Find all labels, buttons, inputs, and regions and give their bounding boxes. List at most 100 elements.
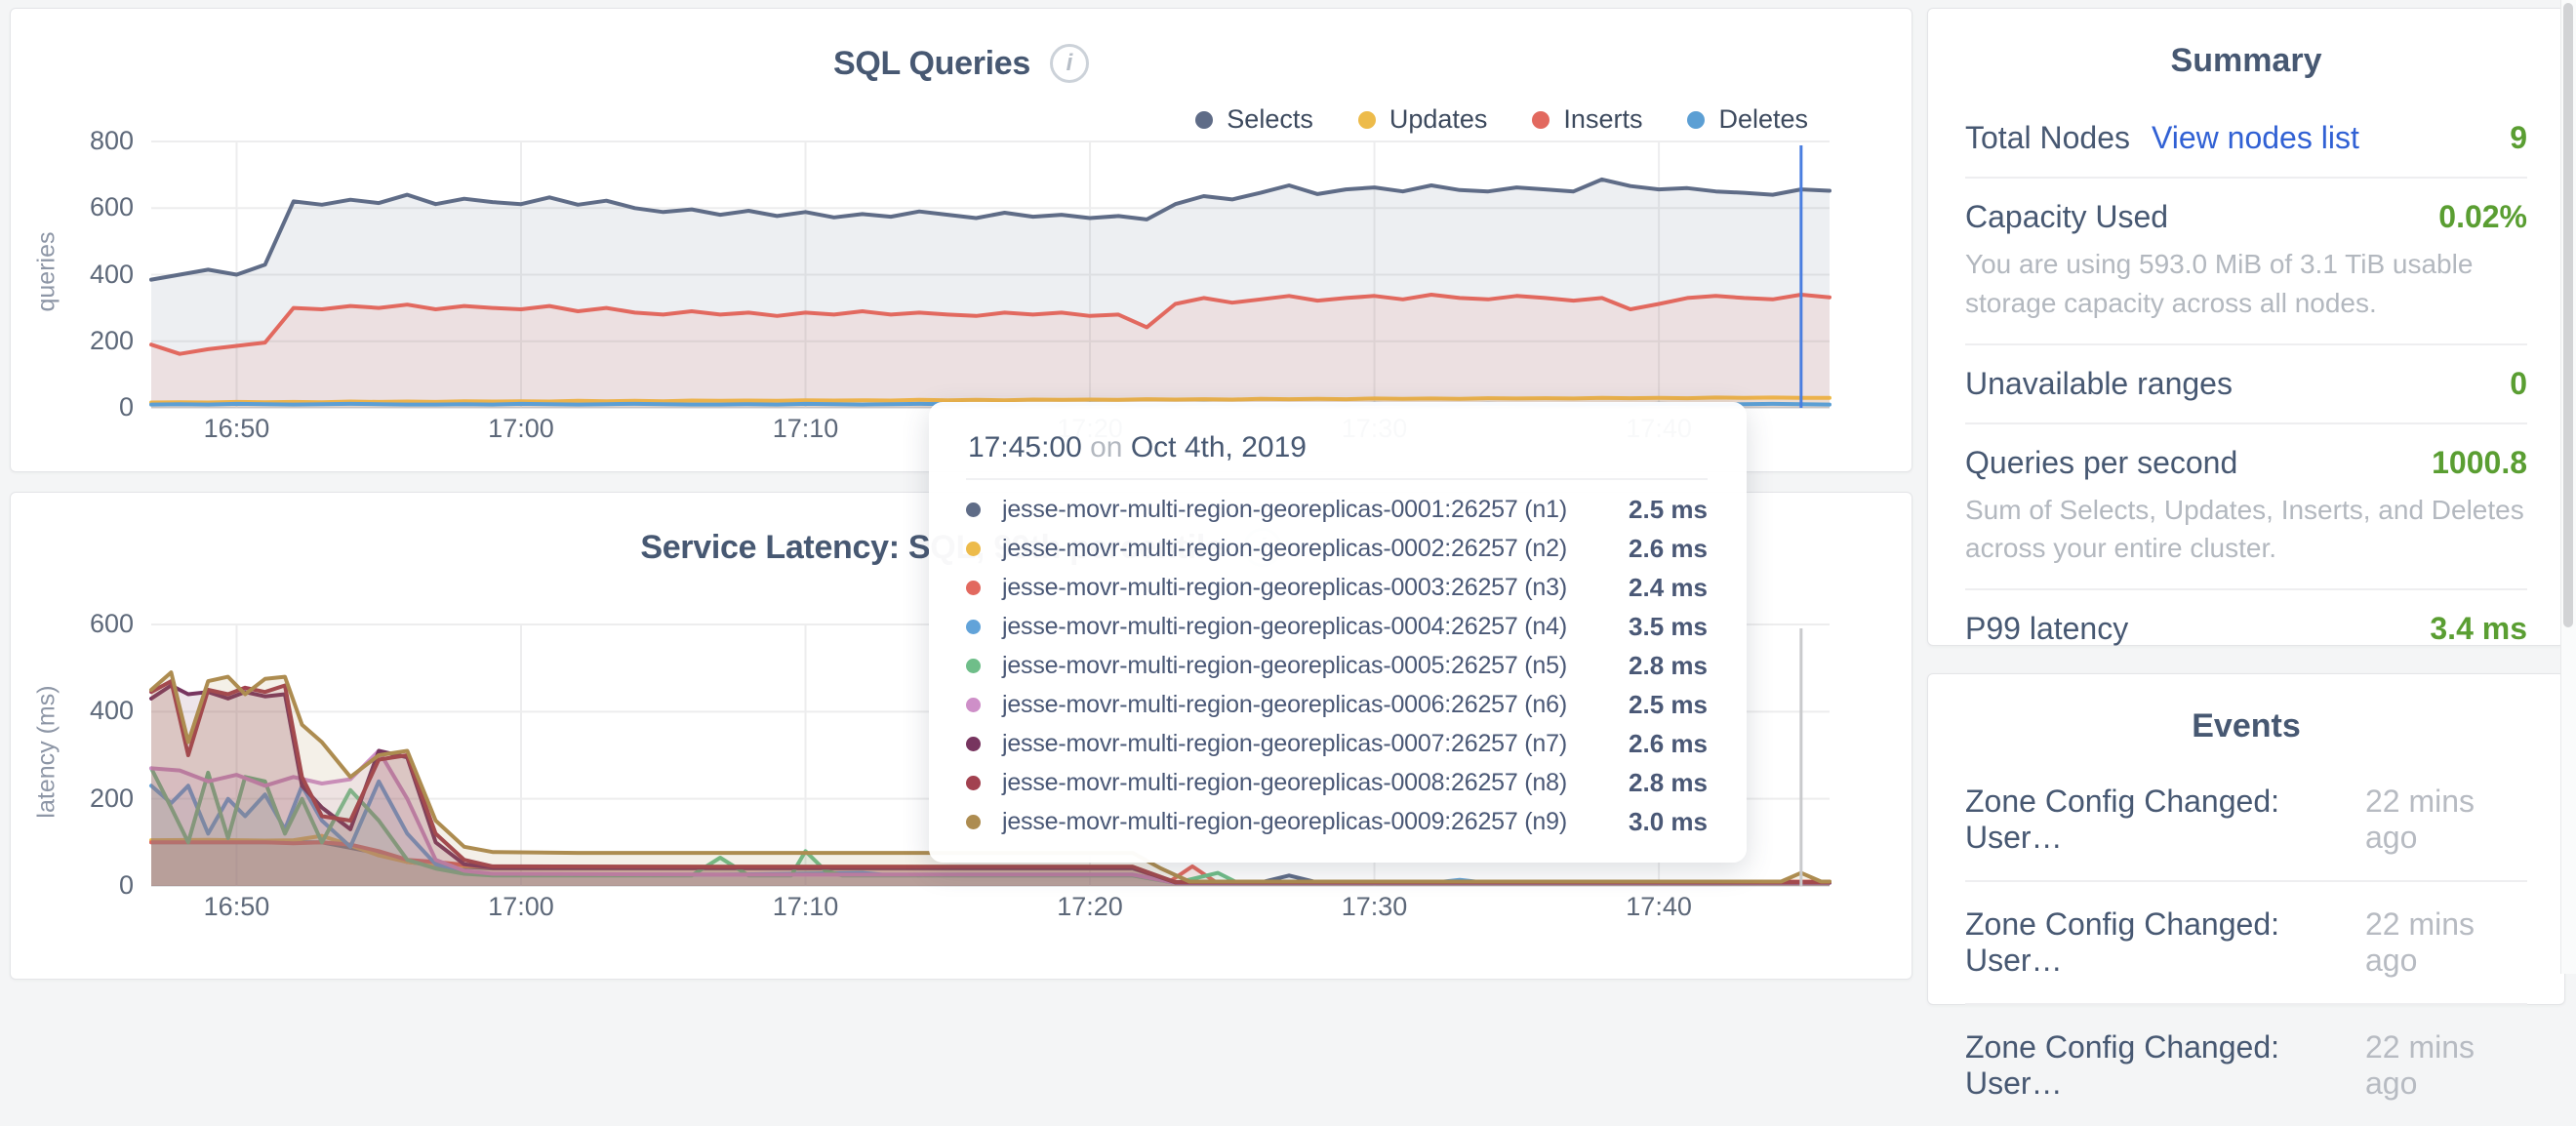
event-text: Zone Config Changed: User… — [1965, 1029, 2279, 1101]
node-series-dot — [966, 697, 981, 712]
node-latency-value: 2.6 ms — [1629, 533, 1708, 563]
capacity-used-label: Capacity Used — [1965, 199, 2169, 234]
node-series-dot — [966, 541, 981, 556]
sql-queries-legend: Selects Updates Inserts Deletes — [1195, 104, 1808, 135]
total-nodes-label: Total Nodes — [1965, 120, 2130, 155]
legend-item-deletes[interactable]: Deletes — [1687, 104, 1808, 135]
p99-latency-label: P99 latency — [1965, 611, 2129, 646]
events-panel: Events Zone Config Changed: User… 22 min… — [1927, 673, 2565, 1101]
event-text: Zone Config Changed: User… — [1965, 784, 2279, 855]
node-name: jesse-movr-multi-region-georeplicas-0003… — [1002, 573, 1567, 601]
summary-row-p99: P99 latency 3.4 ms — [1965, 590, 2527, 667]
summary-title: Summary — [2170, 42, 2322, 79]
axis-tick-label: latency (ms) — [32, 685, 60, 819]
node-latency-value: 2.8 ms — [1629, 767, 1708, 797]
summary-row-capacity: Capacity Used 0.02% You are using 593.0 … — [1965, 179, 2527, 345]
axis-tick-label: 0 — [118, 870, 134, 900]
tooltip-timestamp: 17:45:00 on Oct 4th, 2019 — [966, 425, 1708, 480]
tooltip-node-row: jesse-movr-multi-region-georeplicas-0008… — [966, 763, 1708, 802]
node-latency-value: 3.0 ms — [1629, 806, 1708, 836]
summary-row-unavailable-ranges: Unavailable ranges 0 — [1965, 345, 2527, 424]
axis-tick-label: 17:10 — [772, 414, 839, 443]
legend-label: Updates — [1389, 104, 1488, 134]
chart-tooltip: 17:45:00 on Oct 4th, 2019 jesse-movr-mul… — [929, 402, 1747, 863]
summary-row-qps: Queries per second 1000.8 Sum of Selects… — [1965, 424, 2527, 590]
axis-tick-label: 17:40 — [1626, 892, 1692, 921]
axis-tick-label: 0 — [118, 392, 134, 422]
event-row[interactable]: Zone Config Changed: User… 22 mins ago — [1965, 1005, 2527, 1126]
axis-tick-label: 600 — [89, 192, 134, 222]
node-series-dot — [966, 814, 981, 829]
node-latency-value: 2.8 ms — [1629, 650, 1708, 680]
legend-item-updates[interactable]: Updates — [1357, 104, 1488, 135]
qps-subtext: Sum of Selects, Updates, Inserts, and De… — [1965, 494, 2524, 564]
node-name: jesse-movr-multi-region-georeplicas-0007… — [1002, 729, 1567, 757]
capacity-used-value: 0.02% — [2438, 199, 2527, 234]
unavailable-ranges-label: Unavailable ranges — [1965, 365, 2233, 401]
node-series-dot — [966, 658, 981, 673]
scrollbar[interactable] — [2560, 0, 2576, 974]
axis-tick-label: 17:10 — [772, 892, 839, 921]
sql-queries-title: SQL Queries — [832, 44, 1031, 82]
node-series-dot — [966, 736, 981, 751]
legend-dot — [1195, 110, 1214, 129]
unavailable-ranges-value: 0 — [2510, 365, 2527, 401]
event-row[interactable]: Zone Config Changed: User… 22 mins ago — [1965, 882, 2527, 1005]
scrollbar-thumb[interactable] — [2563, 3, 2573, 627]
axis-tick-label: 200 — [89, 783, 134, 813]
tooltip-node-row: jesse-movr-multi-region-georeplicas-0006… — [966, 685, 1708, 724]
node-series-dot — [966, 502, 981, 517]
summary-panel: Summary Total Nodes View nodes list 9 Ca… — [1927, 8, 2565, 646]
node-series-dot — [966, 580, 981, 595]
legend-label: Deletes — [1718, 104, 1808, 134]
view-nodes-list-link[interactable]: View nodes list — [2151, 120, 2359, 155]
event-time: 22 mins ago — [2364, 1029, 2475, 1101]
legend-item-selects[interactable]: Selects — [1195, 104, 1313, 135]
tooltip-node-row: jesse-movr-multi-region-georeplicas-0001… — [966, 490, 1708, 529]
qps-value: 1000.8 — [2432, 444, 2527, 480]
axis-tick-label: 17:20 — [1057, 892, 1123, 921]
tooltip-node-row: jesse-movr-multi-region-georeplicas-0003… — [966, 568, 1708, 607]
tooltip-node-row: jesse-movr-multi-region-georeplicas-0002… — [966, 529, 1708, 568]
node-latency-value: 2.5 ms — [1629, 689, 1708, 719]
axis-tick-label: 400 — [89, 696, 134, 726]
node-series-dot — [966, 619, 981, 634]
node-series-dot — [966, 775, 981, 790]
event-time: 22 mins ago — [2364, 906, 2475, 978]
events-title: Events — [2192, 707, 2301, 744]
node-name: jesse-movr-multi-region-georeplicas-0002… — [1002, 534, 1567, 562]
node-latency-value: 2.4 ms — [1629, 572, 1708, 602]
axis-tick-label: 200 — [89, 325, 134, 355]
axis-tick-label: 800 — [89, 126, 134, 155]
node-name: jesse-movr-multi-region-georeplicas-0004… — [1002, 612, 1567, 640]
axis-tick-label: 400 — [89, 259, 134, 289]
node-name: jesse-movr-multi-region-georeplicas-0008… — [1002, 768, 1567, 796]
node-latency-value: 2.5 ms — [1629, 494, 1708, 524]
tooltip-node-row: jesse-movr-multi-region-georeplicas-0004… — [966, 607, 1708, 646]
event-time: 22 mins ago — [2364, 784, 2475, 855]
axis-tick-label: 17:00 — [488, 892, 554, 921]
node-name: jesse-movr-multi-region-georeplicas-0001… — [1002, 495, 1567, 523]
legend-label: Inserts — [1563, 104, 1643, 134]
node-name: jesse-movr-multi-region-georeplicas-0009… — [1002, 807, 1567, 835]
qps-label: Queries per second — [1965, 444, 2238, 480]
tooltip-node-row: jesse-movr-multi-region-georeplicas-0007… — [966, 724, 1708, 763]
legend-item-inserts[interactable]: Inserts — [1532, 104, 1642, 135]
tooltip-node-row: jesse-movr-multi-region-georeplicas-0005… — [966, 646, 1708, 685]
capacity-used-subtext: You are using 593.0 MiB of 3.1 TiB usabl… — [1965, 249, 2474, 318]
total-nodes-value: 9 — [2510, 120, 2527, 155]
axis-tick-label: 16:50 — [203, 892, 270, 921]
node-name: jesse-movr-multi-region-georeplicas-0005… — [1002, 651, 1567, 679]
node-latency-value: 2.6 ms — [1629, 728, 1708, 758]
axis-tick-label: 16:50 — [203, 414, 270, 443]
info-icon[interactable]: i — [1050, 44, 1090, 83]
node-name: jesse-movr-multi-region-georeplicas-0006… — [1002, 690, 1567, 718]
event-row[interactable]: Zone Config Changed: User… 22 mins ago — [1965, 759, 2527, 882]
legend-dot — [1687, 110, 1706, 129]
event-text: Zone Config Changed: User… — [1965, 906, 2279, 978]
axis-tick-label: 17:30 — [1341, 892, 1408, 921]
axis-tick-label: 600 — [89, 609, 134, 638]
node-latency-value: 3.5 ms — [1629, 611, 1708, 641]
tooltip-node-row: jesse-movr-multi-region-georeplicas-0009… — [966, 802, 1708, 841]
p99-latency-value: 3.4 ms — [2430, 611, 2527, 646]
